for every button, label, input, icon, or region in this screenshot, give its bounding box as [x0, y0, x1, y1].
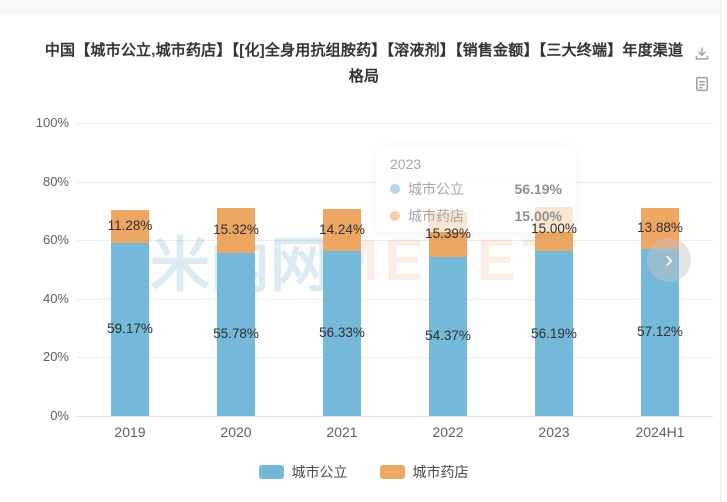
bar-value-label: 59.17% — [107, 321, 153, 337]
tooltip-series-value: 15.00% — [514, 208, 562, 224]
gridline — [77, 416, 713, 417]
bar-value-label: 57.12% — [637, 324, 683, 340]
bar-value-label: 13.88% — [637, 220, 683, 236]
x-axis-category-label: 2019 — [114, 424, 146, 440]
bar-segment-2020-s1[interactable] — [217, 207, 255, 253]
bar-segment-2019-s1[interactable] — [111, 209, 149, 243]
bar-segment-2024H1-s1[interactable] — [641, 207, 679, 249]
bar-segment-2024H1-s0[interactable] — [641, 248, 679, 416]
legend-label: 城市药店 — [412, 464, 469, 480]
report-button[interactable] — [693, 74, 713, 94]
legend-label: 城市公立 — [291, 464, 348, 480]
tooltip-title: 2023 — [390, 156, 422, 172]
y-axis-tick-label: 0% — [50, 408, 69, 423]
gridline — [77, 240, 713, 242]
x-axis-category-label: 2023 — [538, 424, 570, 440]
x-axis-category-label: 2024H1 — [635, 424, 685, 440]
bar-value-label: 56.19% — [531, 325, 577, 341]
bar-value-label: 15.39% — [425, 226, 471, 242]
bar-value-label: 11.28% — [107, 218, 153, 234]
bar-value-label: 15.00% — [531, 221, 577, 237]
y-axis-tick-label: 100% — [35, 115, 69, 130]
y-axis-tick-label: 20% — [42, 349, 69, 365]
x-axis-category-label: 2022 — [432, 424, 464, 440]
y-axis-tick-label: 60% — [42, 232, 69, 248]
bar-segment-2021-s0[interactable] — [323, 250, 361, 416]
bar-segment-2019-s0[interactable] — [111, 242, 149, 416]
chart-toolbar — [693, 44, 713, 94]
bar-value-label: 15.32% — [213, 222, 259, 238]
tooltip-series-label: 城市公立 — [408, 181, 464, 197]
legend-swatch — [258, 465, 284, 479]
bar-value-label: 54.37% — [425, 328, 471, 344]
tooltip-row: 城市药店 15.00% — [390, 206, 562, 226]
chart-title: 中国【城市公立,城市药店】【[化]全身用抗组胺药】【溶液剂】【销售金额】【三大终… — [44, 42, 684, 85]
series-dot-icon — [390, 184, 400, 194]
tooltip-series-label: 城市药店 — [408, 208, 464, 224]
tooltip-series-value: 56.19% — [514, 181, 562, 197]
document-icon — [693, 75, 713, 93]
gridline — [77, 357, 713, 359]
download-button[interactable] — [693, 44, 713, 64]
gridline — [77, 123, 713, 124]
right-edge-divider — [720, 0, 727, 502]
x-axis-category-label: 2020 — [220, 424, 252, 440]
bar-value-label: 14.24% — [319, 222, 365, 238]
gridline — [77, 298, 713, 300]
top-strip — [0, 0, 727, 14]
bar-segment-2023-s0[interactable] — [535, 251, 573, 416]
bar-segment-2021-s1[interactable] — [323, 209, 361, 251]
legend-item-0[interactable]: 城市公立 — [258, 462, 348, 482]
tooltip-row: 城市公立 56.19% — [390, 179, 562, 199]
chart-tooltip: 2023 城市公立 56.19% 城市药店 15.00% — [376, 146, 576, 232]
bar-segment-2022-s0[interactable] — [429, 256, 467, 416]
x-axis-category-label: 2021 — [326, 424, 358, 440]
bar-value-label: 55.78% — [213, 326, 259, 342]
series-dot-icon — [390, 211, 400, 221]
chart-legend: 城市公立 城市药店 — [0, 462, 727, 482]
legend-swatch — [379, 465, 405, 479]
y-axis-tick-label: 80% — [42, 173, 69, 189]
bar-value-label: 56.33% — [319, 325, 365, 341]
chevron-right-icon: › — [665, 246, 673, 273]
carousel-next-button[interactable]: › — [647, 238, 691, 282]
bar-segment-2020-s0[interactable] — [217, 252, 255, 416]
y-axis-tick-label: 40% — [42, 290, 69, 306]
legend-item-1[interactable]: 城市药店 — [379, 462, 469, 482]
download-icon — [693, 45, 713, 63]
